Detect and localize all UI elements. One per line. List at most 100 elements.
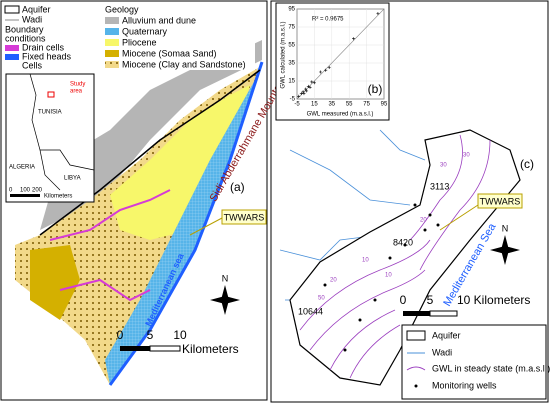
y-tick-label: 35 [288,61,295,67]
contour-label: 10 [385,273,392,279]
wadi [289,149,411,206]
fit-line [296,8,385,100]
x-tick-label: 15 [311,102,318,108]
border-line [40,149,95,171]
scale-unit: Kilometers [182,342,239,356]
point [310,80,314,84]
point [297,94,301,98]
contour-line [419,139,491,271]
inset-scale: 0 [9,188,13,194]
panel-a: Aquifer Wadi Boundary conditions Drain c… [0,0,268,401]
point [376,12,380,15]
scale-label: 10 [173,328,187,342]
inset-map [5,73,95,203]
inset-label: area [70,89,83,95]
contour-label: 20 [420,218,427,224]
point [324,68,328,72]
legend-label: Aquifer [22,4,51,14]
callout-box [221,209,267,225]
legend-label: Wadi [22,14,42,24]
point [352,37,356,41]
inset-label: LIBYA [64,176,81,182]
legend-swatch [406,330,426,341]
callout: TWWARS [480,196,521,206]
well-label: 10644 [298,306,323,316]
y-tick-label: 75 [288,25,295,31]
point [308,85,312,89]
north-arrow [490,235,520,265]
well [423,228,427,232]
inset-scale: Kilometers [44,194,72,200]
x-tick-label: 75 [363,102,370,108]
point [305,89,309,93]
inset-label: TUNISIA [38,110,62,116]
wells [323,203,440,352]
x-tick-label: 35 [328,102,335,108]
inset-label: Study [70,82,85,88]
wadi [379,129,426,161]
contour-label: 10 [362,258,369,264]
point [327,66,331,69]
y-tick-label: 15 [288,79,295,85]
panel-label: (a) [230,180,245,194]
x-tick-label: -5 [294,102,300,108]
scale-label: 5 [147,328,154,342]
panel-label: (c) [520,157,534,171]
y-tick-label: -5 [290,97,296,103]
contour-label: 30 [463,153,470,159]
contours [299,134,491,379]
well [373,298,377,302]
contour-label: 50 [318,296,325,302]
scale-bar [429,310,458,317]
panel-label: (b) [368,82,383,96]
scale-bar [403,311,430,316]
legend-label: GWL in steady state (m.a.s.l.) [432,363,550,373]
point [312,81,316,85]
point [306,84,310,88]
x-axis-label: GWL measured (m.a.s.l.) [307,112,374,118]
legend-box [2,2,255,70]
panel-b: R² = 0.9675 GWL measured (m.a.s.l.) GWL … [275,2,390,121]
inset-scale: 200 [32,188,43,194]
legend-swatch [105,28,119,35]
legend-label: Miocene (Clay and Sandstone) [122,59,246,69]
well [388,256,392,260]
callout-line [439,204,479,231]
legend-label: Pliocene [122,37,157,47]
well [436,223,440,227]
legend-label: Aquifer [432,330,461,340]
scale-label: 5 [427,293,434,307]
contour-label: 20 [330,278,337,284]
legend-swatch [414,384,418,388]
inset-frame [275,2,390,121]
point [299,92,303,96]
aquifer-boundary [289,129,521,386]
well [358,318,362,322]
north-arrow [210,285,240,315]
callout-box [477,193,523,209]
legend-swatch [105,17,119,24]
callout-line [189,217,223,236]
legend-swatch [105,61,119,68]
legend-label: Miocene (Somaa Sand) [122,48,217,58]
legend-swatch [105,39,119,46]
legend-label: Fixed heads [22,51,72,61]
y-axis-label: GWL calculated (m.a.s.l.) [281,21,287,88]
inset-label: ALGERIA [9,165,35,171]
cells-grid [105,62,262,385]
study-area-box [47,91,55,98]
somaa-sand-area [30,245,80,320]
well [343,348,347,352]
drain-cells [49,189,171,241]
border-line [29,73,61,191]
legend-title: Boundary [5,24,44,34]
well [403,243,407,247]
well [428,213,432,217]
north-label: N [502,223,509,233]
callout: TWWARS [224,212,265,222]
legend-box [401,324,547,400]
legend-title: conditions [5,33,46,43]
scale-label: 0 [400,293,407,307]
point [304,87,308,91]
